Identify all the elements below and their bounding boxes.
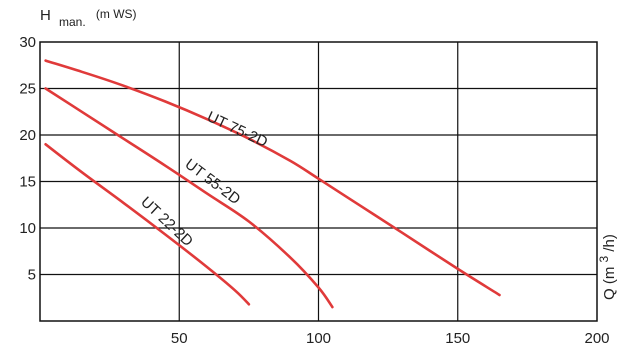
series-line-1: [44, 87, 334, 309]
series-label-ut-22-2d: UT 22-2D: [137, 193, 196, 250]
series-line-2: [44, 143, 251, 306]
y-axis-title-unit: (m WS): [96, 7, 137, 21]
y-tick-label: 10: [19, 220, 36, 237]
grid: [39, 41, 598, 322]
series-lines: [44, 59, 501, 309]
x-axis-title: Q (m 3 /h): [595, 234, 618, 300]
series-line-0: [44, 59, 501, 297]
y-axis-ticks: 5 10 15 20 25 30: [19, 34, 36, 284]
y-tick-label: 5: [28, 267, 36, 284]
x-axis-ticks: 50 100 150 200: [171, 330, 610, 347]
x-tick-label: 200: [584, 330, 609, 347]
x-axis-title-text: Q (m: [601, 267, 618, 300]
series-label-ut-75-2d: UT 75-2D: [204, 108, 270, 151]
y-tick-label: 15: [19, 174, 36, 191]
x-tick-label: 50: [171, 330, 188, 347]
y-axis-title-main: H: [40, 7, 51, 24]
y-axis-title: H man. (m WS): [40, 7, 137, 30]
x-tick-label: 100: [306, 330, 331, 347]
y-tick-label: 30: [19, 34, 36, 51]
y-axis-title-sub: man.: [59, 15, 86, 29]
x-axis-title-sup: 3: [597, 256, 611, 263]
y-tick-label: 25: [19, 81, 36, 98]
y-tick-label: 20: [19, 127, 36, 144]
x-axis-title-tail: /h): [601, 234, 618, 252]
x-tick-label: 150: [445, 330, 470, 347]
